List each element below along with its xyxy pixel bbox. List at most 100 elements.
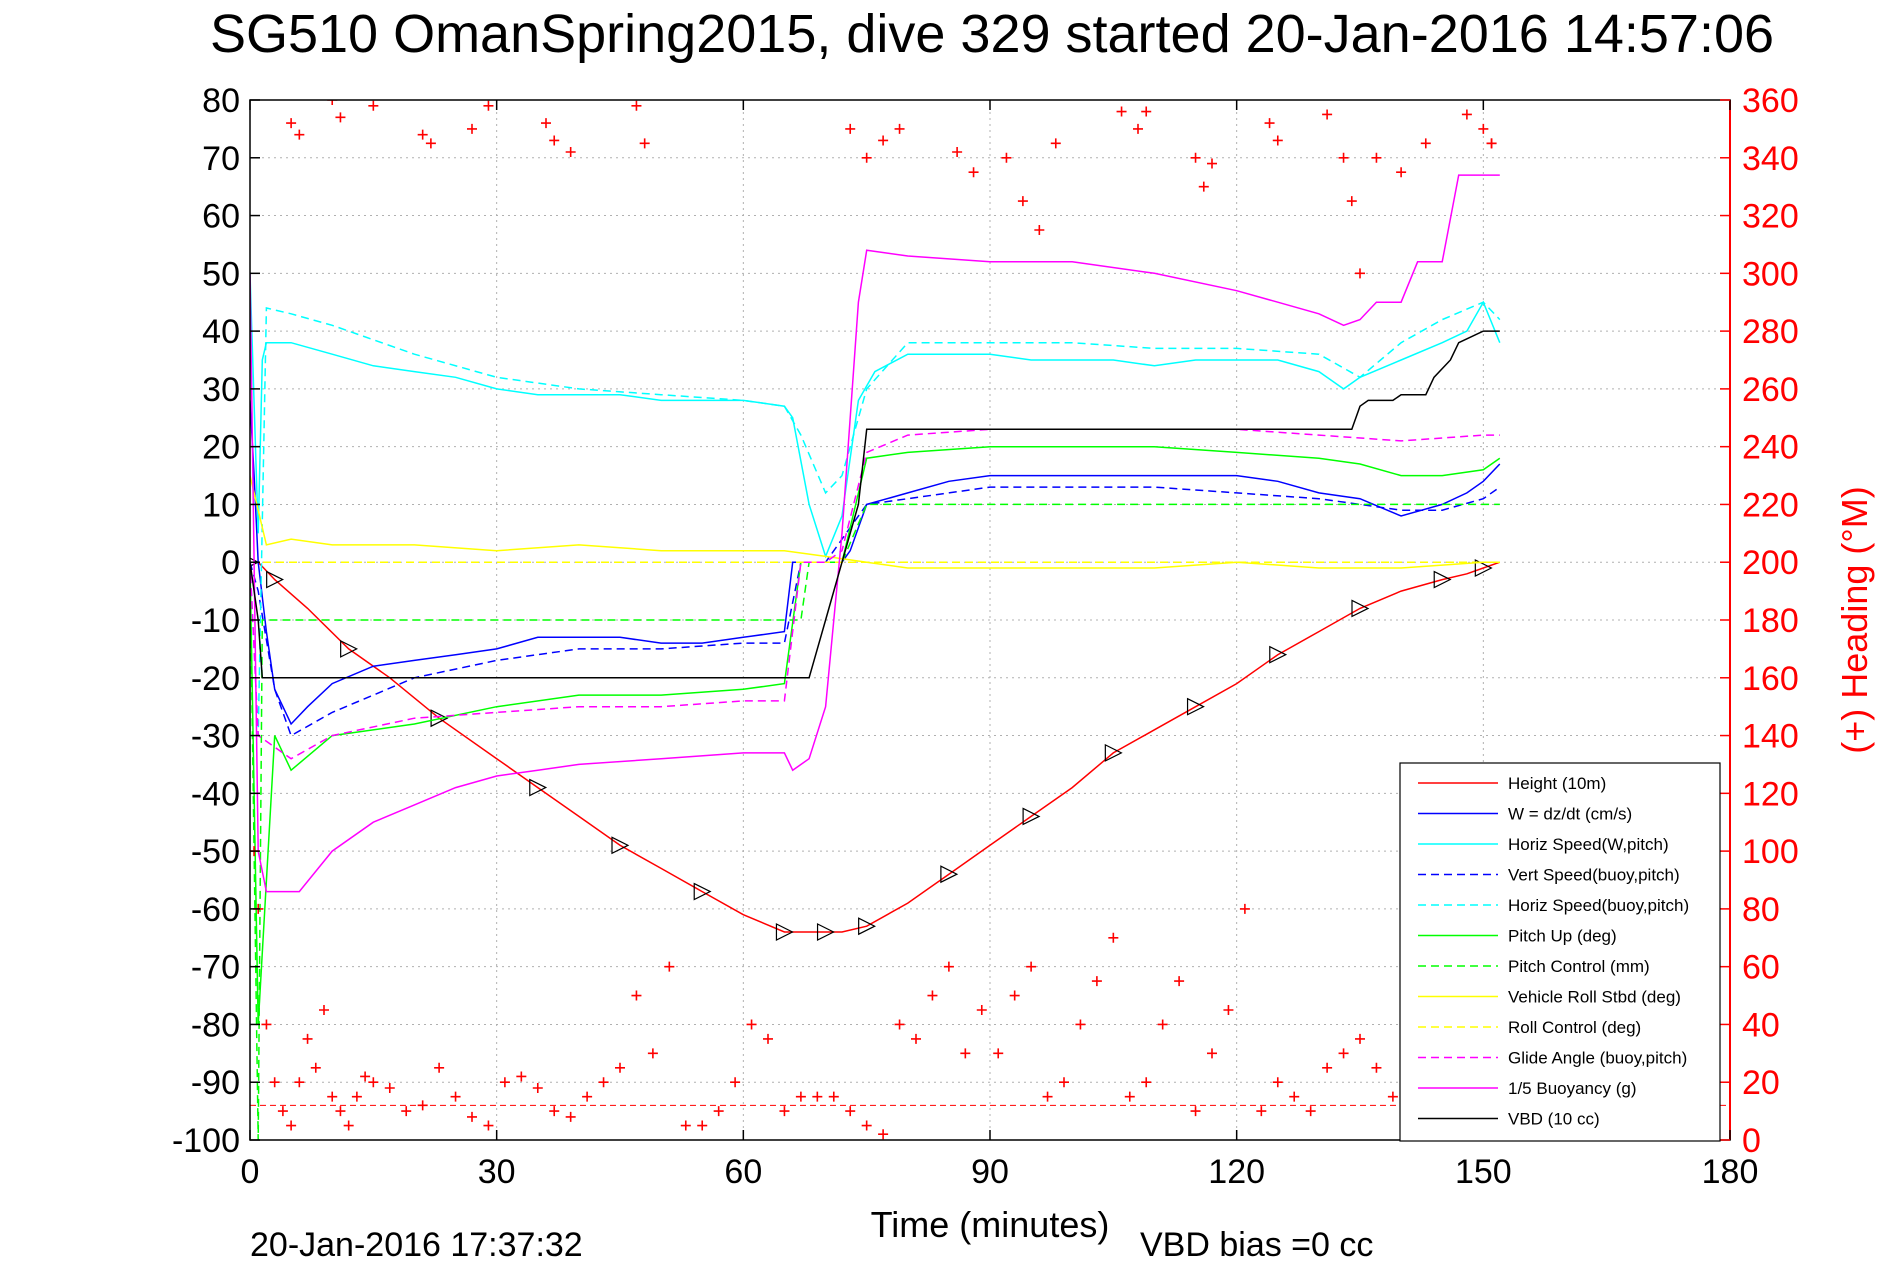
heading-marker (1190, 1106, 1201, 1117)
y-tick-label: -10 (191, 602, 240, 640)
legend-entry: Vehicle Roll Stbd (deg) (1508, 988, 1681, 1007)
heading-marker (368, 100, 379, 111)
heading-marker (1371, 1062, 1382, 1073)
x-tick-label: 30 (478, 1153, 516, 1191)
heading-marker (1256, 1106, 1267, 1117)
heading-marker (1207, 158, 1217, 169)
heading-marker (631, 990, 642, 1001)
heading-marker (812, 1091, 823, 1102)
y2-tick-label: 240 (1742, 429, 1799, 467)
heading-marker (360, 1071, 371, 1082)
y-tick-label: -40 (191, 775, 240, 813)
x-tick-label: 0 (241, 1153, 260, 1191)
y-tick-label: 40 (202, 313, 240, 351)
y2-tick-label: 100 (1742, 833, 1799, 871)
heading-marker (878, 135, 889, 146)
y-tick-label: 80 (202, 82, 240, 120)
heading-marker (582, 1091, 593, 1102)
heading-marker (1223, 1005, 1234, 1015)
height-marker (340, 639, 359, 658)
heading-marker (467, 1111, 477, 1122)
heading-marker (730, 1077, 741, 1088)
heading-marker (1387, 1091, 1398, 1102)
y2-tick-label: 200 (1742, 544, 1799, 582)
heading-marker (1116, 106, 1127, 117)
heading-marker (861, 1120, 872, 1131)
heading-marker (697, 1120, 708, 1131)
heading-marker (1322, 109, 1333, 120)
heading-marker (828, 1091, 839, 1102)
heading-marker (952, 147, 963, 157)
series-line-height (250, 561, 1501, 933)
heading-marker (277, 1106, 288, 1117)
y2-tick-label: 180 (1742, 602, 1799, 640)
height-marker (1269, 645, 1288, 664)
heading-marker (1371, 152, 1382, 163)
x-tick-label: 150 (1455, 1153, 1512, 1191)
height-marker (1351, 599, 1370, 618)
heading-marker (894, 1019, 905, 1030)
heading-marker (319, 1005, 329, 1015)
y-tick-label: -70 (191, 949, 240, 987)
legend-entry: VBD (10 cc) (1508, 1110, 1600, 1129)
y2-tick-label: 0 (1742, 1122, 1761, 1160)
legend-entry: 1/5 Buoyancy (g) (1508, 1079, 1637, 1098)
heading-marker (1355, 268, 1365, 279)
x-tick-label: 60 (724, 1153, 762, 1191)
y-tick-label: -60 (191, 891, 240, 929)
heading-marker (327, 100, 338, 105)
y2-tick-label: 300 (1742, 255, 1799, 293)
heading-marker (1091, 976, 1102, 987)
heading-marker (680, 1120, 691, 1131)
heading-marker (976, 1005, 987, 1015)
heading-marker (286, 118, 297, 129)
series-line-horiz_buoy (250, 301, 1501, 736)
heading-marker (1174, 976, 1185, 987)
heading-marker (565, 1111, 576, 1122)
heading-marker (960, 1048, 971, 1059)
heading-marker (1050, 138, 1061, 149)
x-tick-label: 180 (1702, 1153, 1759, 1191)
y-tick-label: 50 (202, 255, 240, 293)
heading-marker (993, 1048, 1004, 1059)
legend-entry: W = dz/dt (cm/s) (1508, 805, 1632, 824)
heading-marker (532, 1083, 543, 1093)
heading-marker (1124, 1091, 1135, 1102)
y-tick-label: -20 (191, 660, 240, 698)
heading-marker (565, 147, 576, 157)
heading-marker (351, 1091, 362, 1102)
heading-marker (310, 1062, 321, 1073)
y-tick-label: -100 (172, 1122, 240, 1160)
heading-marker (1001, 152, 1012, 163)
heading-marker (1346, 196, 1357, 207)
heading-marker (1264, 118, 1275, 129)
heading-marker (1026, 961, 1037, 972)
heading-marker (1141, 1077, 1152, 1088)
height-marker (1433, 570, 1452, 589)
heading-marker (335, 112, 346, 123)
heading-marker (631, 100, 642, 111)
y-tick-label: 60 (202, 198, 240, 236)
heading-marker (598, 1077, 609, 1088)
heading-marker (417, 129, 428, 140)
heading-marker (1059, 1077, 1069, 1088)
heading-marker (1478, 123, 1489, 134)
y2-tick-label: 120 (1742, 775, 1799, 813)
y2-tick-label: 80 (1742, 891, 1780, 929)
heading-marker (927, 990, 938, 1001)
height-marker (611, 836, 630, 855)
y2-tick-label: 340 (1742, 140, 1799, 178)
heading-marker (968, 167, 979, 178)
heading-marker (615, 1062, 625, 1073)
heading-marker (1461, 109, 1472, 120)
heading-marker (795, 1091, 806, 1102)
heading-marker (779, 1106, 790, 1117)
heading-marker (1355, 1033, 1365, 1044)
heading-marker (1198, 181, 1209, 192)
heading-marker (467, 123, 477, 134)
height-marker (858, 917, 877, 936)
heading-marker (327, 1091, 338, 1102)
heading-marker (425, 138, 436, 149)
height-marker (1022, 807, 1041, 826)
heading-marker (541, 118, 551, 129)
